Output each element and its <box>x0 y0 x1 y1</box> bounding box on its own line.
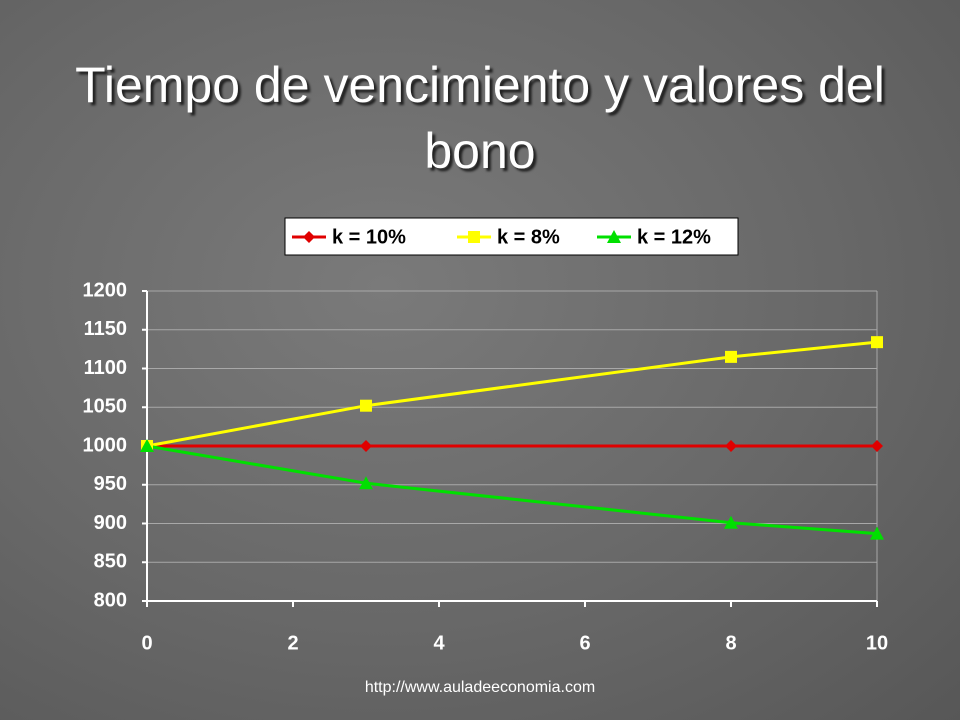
y-tick-label: 900 <box>94 512 127 534</box>
y-tick-label: 950 <box>94 473 127 495</box>
marker <box>725 440 737 452</box>
x-tick-label: 0 <box>141 632 152 654</box>
legend-box <box>284 217 739 256</box>
legend: k = 10% k = 8% k = 12% <box>284 217 739 256</box>
legend-label: k = 12% <box>637 226 711 248</box>
chart-title: Tiempo de vencimiento y valores del bono <box>75 57 885 179</box>
legend-marker <box>468 231 480 243</box>
series-line <box>146 340 878 448</box>
x-tick-label: 4 <box>433 632 445 654</box>
marker <box>724 515 738 529</box>
legend-marker <box>607 230 621 243</box>
y-tick-label: 800 <box>94 589 127 611</box>
y-tick-label: 1150 <box>84 318 127 340</box>
x-tick-label: 10 <box>866 632 888 654</box>
marker <box>140 439 154 452</box>
marker <box>870 526 884 540</box>
legend-label: k = 8% <box>497 226 560 248</box>
series-line <box>146 444 878 536</box>
marker <box>360 440 372 452</box>
legend-marker <box>303 231 315 243</box>
y-tick-label: 1050 <box>83 396 128 418</box>
marker <box>871 440 883 452</box>
x-tick-label: 6 <box>579 632 590 654</box>
footer-url: http://www.auladeeconomia.com <box>364 679 596 696</box>
marker <box>871 336 883 349</box>
marker <box>725 350 737 363</box>
y-tick-label: 1100 <box>84 357 127 379</box>
marker <box>359 476 373 490</box>
x-tick-label: 8 <box>725 632 736 654</box>
marker <box>360 399 372 412</box>
y-tick-label: 1200 <box>83 279 128 301</box>
y-tick-label: 1000 <box>83 434 128 456</box>
legend-label: k = 10% <box>332 226 406 248</box>
x-tick-label: 2 <box>287 632 298 654</box>
y-tick-label: 850 <box>94 551 127 573</box>
